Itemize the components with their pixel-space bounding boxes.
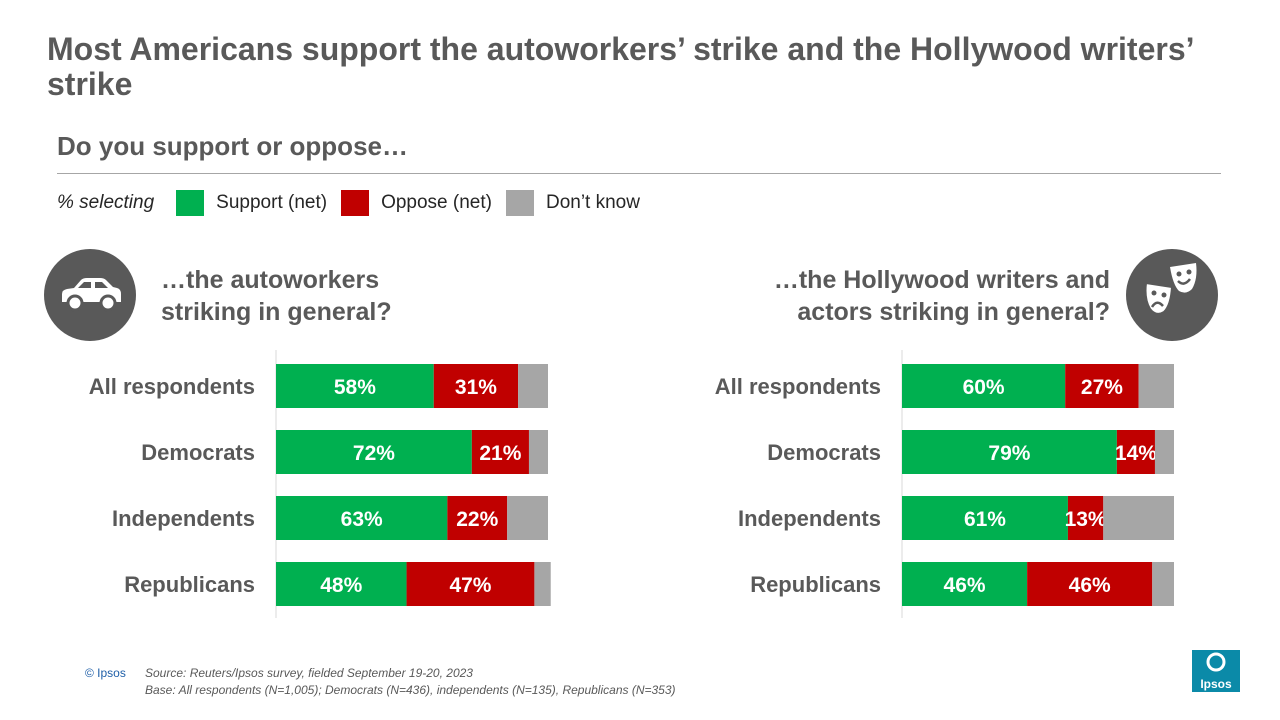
category-label: Republicans (750, 572, 881, 597)
data-label: 14% (1115, 442, 1157, 465)
legend-swatch-support (176, 190, 205, 216)
bar-segment-oppose (1067, 496, 1104, 540)
bar-segment-support (902, 430, 1117, 474)
category-label: All respondents (89, 374, 255, 399)
copyright: © Ipsos (85, 666, 126, 680)
bar-segment-support (902, 562, 1028, 606)
category-label: Republicans (124, 572, 255, 597)
data-label: 60% (963, 376, 1005, 399)
source-line: Source: Reuters/Ipsos survey, fielded Se… (145, 666, 473, 680)
bar-segment-dont-know (534, 562, 551, 606)
bar-segment-support (902, 364, 1066, 408)
data-label: 46% (1069, 574, 1111, 597)
category-label: Independents (112, 506, 255, 531)
theater-masks-icon (1126, 249, 1218, 341)
legend-label-oppose: Oppose (net) (381, 192, 492, 213)
bar-segment-oppose (406, 562, 535, 606)
question-title-line: striking in general? (161, 298, 392, 326)
bar-segment-oppose (433, 364, 519, 408)
legend-intro: % selecting (57, 192, 155, 213)
category-label: All respondents (715, 374, 881, 399)
question-title-line: …the autoworkers (161, 266, 380, 294)
bar-segment-oppose (1116, 430, 1155, 474)
car-icon (44, 249, 136, 341)
bar-segment-oppose (1027, 562, 1153, 606)
question-title-line: …the Hollywood writers and (773, 266, 1110, 294)
bar-segment-dont-know (1152, 562, 1174, 606)
bar-segment-oppose (1065, 364, 1139, 408)
data-label: 58% (334, 376, 376, 399)
data-label: 48% (320, 574, 362, 597)
bar-segment-dont-know (518, 364, 548, 408)
bar-segment-dont-know (1154, 430, 1174, 474)
question-subtitle: Do you support or oppose… (57, 131, 408, 161)
data-label: 63% (341, 508, 383, 531)
base-line: Base: All respondents (N=1,005); Democra… (145, 683, 676, 697)
data-label: 61% (964, 508, 1006, 531)
question-title-line: actors striking in general? (797, 298, 1110, 326)
category-label: Independents (738, 506, 881, 531)
ipsos-logo: Ipsos (1192, 650, 1240, 692)
data-label: 27% (1081, 376, 1123, 399)
bar-segment-dont-know (507, 496, 548, 540)
bar-segment-oppose (447, 496, 508, 540)
bar-segment-support (902, 496, 1068, 540)
data-label: 31% (455, 376, 497, 399)
bar-segment-support (276, 364, 434, 408)
data-label: 21% (479, 442, 521, 465)
source-note: Source: Reuters/Ipsos survey, fielded Se… (145, 665, 676, 699)
legend-swatch-dont-know (505, 190, 534, 216)
logo-text: Ipsos (1200, 677, 1232, 691)
category-label: Democrats (141, 440, 255, 465)
bar-segment-dont-know (1138, 364, 1174, 408)
bar-segment-support (276, 430, 472, 474)
legend-label-dont-know: Don’t know (545, 192, 640, 213)
legend: % selecting Support (net) Oppose (net) D… (57, 190, 654, 216)
bar-segment-support (276, 562, 407, 606)
data-label: 13% (1065, 508, 1107, 531)
stacked-bar-charts: All respondents 58% 31% Democrats 72% 21% Inde… (89, 350, 1174, 618)
divider (57, 173, 1221, 174)
bar-segment-oppose (471, 430, 529, 474)
legend-label-support: Support (net) (216, 192, 328, 213)
data-label: 47% (449, 574, 491, 597)
legend-swatch-oppose (341, 190, 370, 216)
bar-segment-dont-know (1103, 496, 1174, 540)
category-label: Democrats (767, 440, 881, 465)
data-label: 22% (456, 508, 498, 531)
bar-segment-support (276, 496, 448, 540)
data-label: 79% (988, 442, 1030, 465)
question-title-hollywood: …the Hollywood writers and actors striki… (700, 264, 1110, 328)
question-title-autoworkers: …the autoworkers striking in general? (161, 264, 392, 328)
data-label: 72% (353, 442, 395, 465)
page-title: Most Americans support the autoworkers’ … (47, 31, 1193, 102)
bar-segment-dont-know (528, 430, 548, 474)
data-label: 46% (944, 574, 986, 597)
